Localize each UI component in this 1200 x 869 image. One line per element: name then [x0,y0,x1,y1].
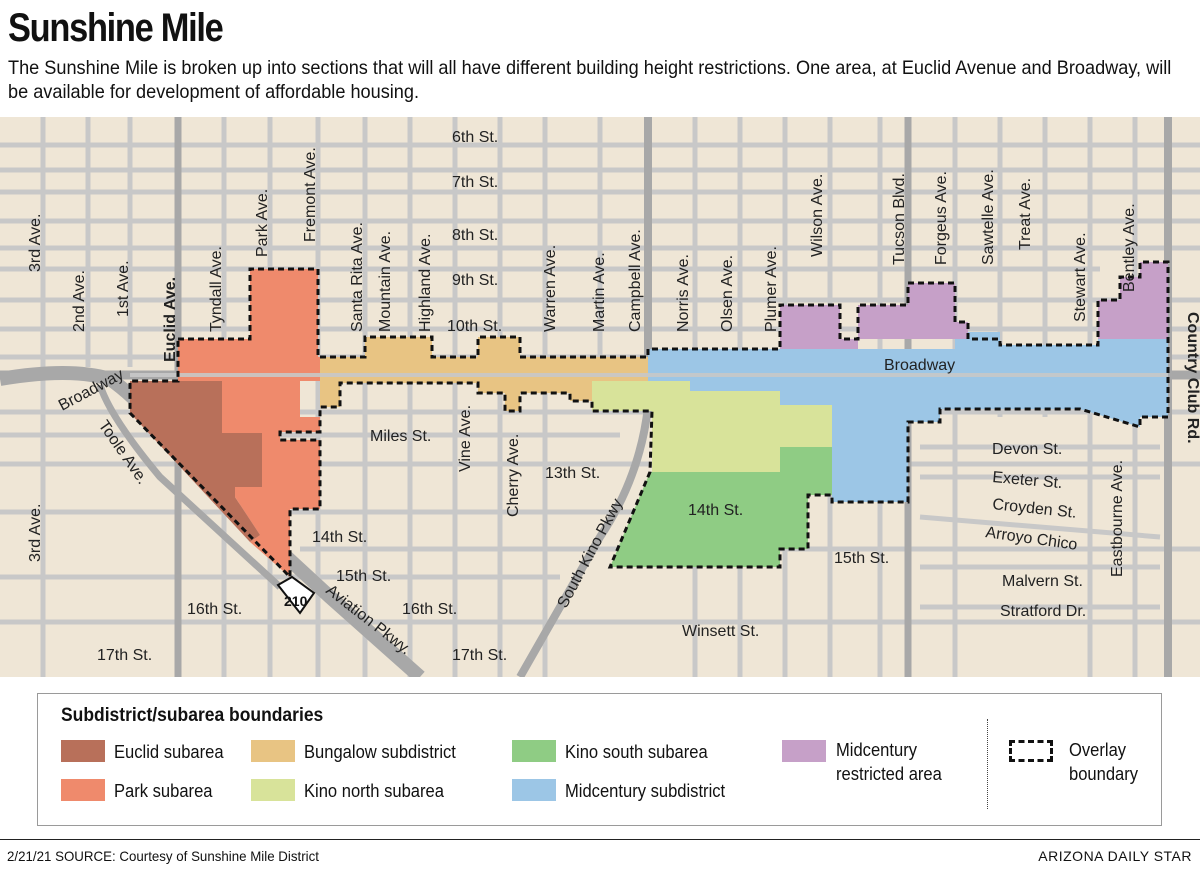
legend-title: Subdistrict/subarea boundaries [61,705,324,726]
label-park: Park Ave. [254,189,271,257]
legend-euclid: Euclid subarea [114,742,224,762]
label-2nd: 2nd Ave. [71,270,88,332]
map: 6th St. 7th St. 8th St. 9th St. 10th St.… [0,117,1200,677]
swatch-restricted [782,740,826,762]
swatch-kino-north [251,779,295,801]
label-13th: 13th St. [545,465,600,482]
label-eastbourne: Eastbourne Ave. [1109,460,1126,577]
legend-kino-north: Kino north subarea [304,781,444,801]
label-7th: 7th St. [452,174,498,191]
legend-overlay-line1: Overlay [1069,740,1127,760]
label-norris: Norris Ave. [675,254,692,332]
label-14th-east: 14th St. [688,502,743,519]
zone-restricted-b [1098,262,1168,339]
label-country-club: Country Club Rd. [1184,312,1200,444]
label-miles: Miles St. [370,428,431,445]
avenue-labels: 3rd Ave. 2nd Ave. 1st Ave. Euclid Ave. T… [27,147,1200,577]
label-3rd-south: 3rd Ave. [27,504,44,562]
label-route: 210 [284,593,308,609]
label-15th-west: 15th St. [336,568,391,585]
label-3rd-north: 3rd Ave. [27,214,44,272]
legend-park: Park subarea [114,781,213,801]
label-9th: 9th St. [452,272,498,289]
label-6th: 6th St. [452,129,498,146]
label-14th-west: 14th St. [312,529,367,546]
label-olsen: Olsen Ave. [719,255,736,332]
label-tucson: Tucson Blvd. [891,173,908,265]
label-cherry: Cherry Ave. [505,434,522,517]
swatch-kino-south [512,740,556,762]
label-17th-a: 17th St. [97,647,152,664]
label-10th: 10th St. [447,318,502,335]
label-winsett: Winsett St. [682,623,759,640]
label-8th: 8th St. [452,227,498,244]
footer-publisher: ARIZONA DAILY STAR [1038,848,1192,864]
label-mountain: Mountain Ave. [377,231,394,332]
swatch-midcentury [512,779,556,801]
swatch-overlay [1009,740,1053,762]
label-martin: Martin Ave. [591,252,608,332]
legend-bungalow: Bungalow subdistrict [304,742,456,762]
overlay-boundary [128,260,1170,581]
label-16th-b: 16th St. [402,601,457,618]
legend-restricted-line2: restricted area [836,764,942,784]
label-warren: Warren Ave. [542,245,559,332]
label-vine: Vine Ave. [457,405,474,472]
swatch-euclid [61,740,105,762]
legend-midcentury: Midcentury subdistrict [565,781,726,801]
legend-overlay-line2: boundary [1069,764,1139,784]
zone-park [178,269,320,577]
zone-kino-north-main [652,381,832,472]
zone-kino-south [610,447,832,567]
label-17th-b: 17th St. [452,647,507,664]
label-exeter: Exeter St. [992,469,1063,492]
label-fremont: Fremont Ave. [302,147,319,242]
route-210-shield: 210 [276,575,316,615]
label-15th-east: 15th St. [834,550,889,567]
zone-euclid [130,381,262,542]
zone-restricted-a [780,283,968,349]
label-treat: Treat Ave. [1017,178,1034,250]
label-forgeus: Forgeus Ave. [933,171,950,265]
legend-divider [987,719,988,809]
legend-kino-south: Kino south subarea [565,742,708,762]
footer-source: 2/21/21 SOURCE: Courtesy of Sunshine Mil… [7,848,319,864]
label-sawtelle: Sawtelle Ave. [980,169,997,265]
label-devon: Devon St. [992,441,1062,458]
label-stratford: Stratford Dr. [1000,603,1086,620]
label-bentley: Bentley Ave. [1121,203,1138,292]
zone-kino-north [592,381,652,411]
legend-restricted-line1: Midcentury [836,740,917,760]
label-plumer: Plumer Ave. [763,246,780,332]
label-broadway-east: Broadway [884,357,955,374]
label-euclid: Euclid Ave. [162,277,179,362]
label-stewart: Stewart Ave. [1072,232,1089,322]
footer-rule [0,839,1200,840]
label-wilson: Wilson Ave. [809,174,826,257]
subtitle: The Sunshine Mile is broken up into sect… [8,57,1172,103]
label-malvern: Malvern St. [1002,573,1083,590]
label-highland: Highland Ave. [417,234,434,332]
label-tyndall: Tyndall Ave. [208,246,225,332]
label-16th-a: 16th St. [187,601,242,618]
swatch-park [61,779,105,801]
page-title: Sunshine Mile [8,6,224,50]
label-campbell: Campbell Ave. [627,229,644,332]
swatch-bungalow [251,740,295,762]
legend: Subdistrict/subarea boundaries Euclid su… [37,693,1162,826]
label-1st: 1st Ave. [115,260,132,317]
label-santa-rita: Santa Rita Ave. [349,222,366,332]
